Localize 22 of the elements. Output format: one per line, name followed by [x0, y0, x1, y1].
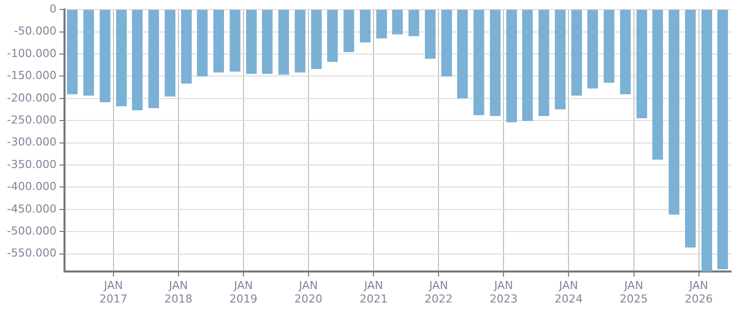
x-tick-label: JAN 2017: [99, 279, 128, 306]
y-tick-label: -350.000: [6, 158, 56, 171]
x-tick-label: JAN 2018: [164, 279, 192, 306]
y-tick-label: -100.000: [6, 46, 56, 60]
y-tick-label: 0: [49, 2, 56, 16]
y-tick-label: -150.000: [6, 69, 56, 82]
x-tick-label: JAN 2025: [620, 279, 648, 306]
x-tick-label: JAN 2022: [424, 279, 453, 306]
x-tick-label: JAN 2019: [229, 279, 258, 306]
x-tick-label: JAN 2024: [554, 279, 583, 306]
y-tick-label: -550.000: [6, 246, 56, 260]
x-tick-label: JAN 2020: [294, 279, 322, 306]
y-tick-label: -450.000: [6, 202, 56, 216]
y-tick-label: -400.000: [6, 180, 56, 194]
y-tick-label: -500.000: [6, 224, 56, 238]
x-tick-label: JAN 2021: [360, 279, 388, 306]
y-tick-label: -300.000: [6, 136, 56, 149]
y-tick-label: -250.000: [6, 113, 56, 126]
x-tick-label: JAN 2023: [490, 279, 518, 306]
x-tick-label: JAN 2026: [684, 279, 713, 306]
y-tick-label: -50.000: [14, 24, 56, 38]
y-tick-label: -200.000: [6, 91, 56, 104]
